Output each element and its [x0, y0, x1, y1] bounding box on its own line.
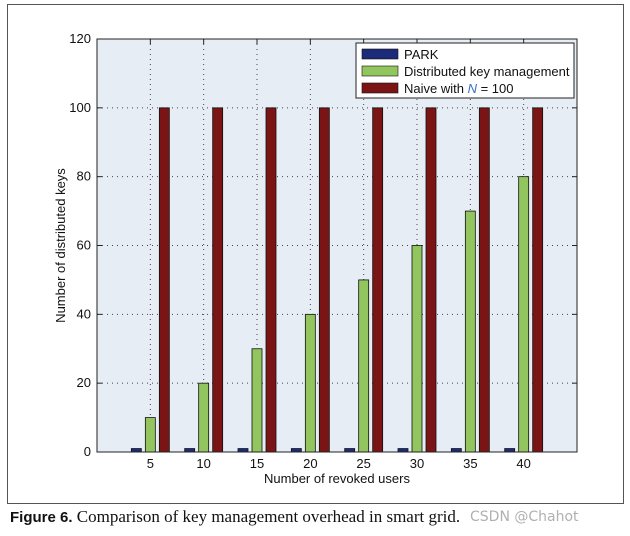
bar-park: [130, 448, 142, 453]
x-tick-label: 10: [196, 456, 210, 471]
y-axis-title: Number of distributed keys: [53, 168, 68, 323]
x-tick-label: 15: [250, 456, 264, 471]
bar-naive: [212, 107, 224, 453]
bar-park: [184, 448, 196, 453]
x-tick-label: 25: [356, 456, 370, 471]
y-tick-label: 60: [77, 238, 91, 253]
bar-park: [450, 448, 462, 453]
watermark: CSDN @Chahot: [470, 509, 579, 525]
bar-distributed: [144, 417, 156, 453]
bar-naive: [318, 107, 330, 453]
bar-park: [237, 448, 249, 453]
y-tick-label: 100: [69, 100, 91, 115]
bar-park: [397, 448, 409, 453]
legend-swatch: [361, 82, 399, 94]
bar-distributed: [358, 279, 370, 453]
caption-text: Comparison of key management overhead in…: [72, 507, 461, 526]
bar-naive: [532, 107, 544, 453]
bar-distributed: [411, 245, 423, 453]
bar-park: [344, 448, 356, 453]
bar-naive: [158, 107, 170, 453]
bar-distributed: [304, 313, 316, 453]
bar-naive: [372, 107, 384, 453]
figure-frame: 0 20 40 60 80 100 120 5 10 15 20 25 30 35 40 Number of …: [7, 4, 624, 504]
bar-distributed: [518, 176, 530, 453]
y-tick-label: 20: [77, 375, 91, 390]
bar-park: [290, 448, 302, 453]
axes-box: [96, 38, 578, 453]
bar-chart: 0 20 40 60 80 100 120 5 10 15 20 25 30 35 40 Number of …: [53, 31, 578, 486]
y-tick-label: 0: [84, 444, 91, 459]
x-tick-label: 20: [303, 456, 317, 471]
bar-park: [504, 448, 516, 453]
figure-caption: Figure 6. Comparison of key management o…: [10, 507, 460, 527]
caption-label: Figure 6.: [10, 509, 73, 526]
y-tick-label: 120: [69, 31, 91, 46]
y-tick-label: 40: [77, 306, 91, 321]
x-axis-title: Number of revoked users: [264, 471, 410, 486]
bar-distributed: [464, 210, 476, 453]
legend-swatch: [361, 48, 399, 60]
bar-naive: [478, 107, 490, 453]
x-tick-label: 40: [516, 456, 530, 471]
legend-label: PARK: [404, 47, 439, 62]
bar-naive: [265, 107, 277, 453]
x-tick-label: 30: [410, 456, 424, 471]
legend-label: Naive with N = 100: [404, 81, 513, 96]
x-tick-label: 35: [463, 456, 477, 471]
legend-swatch: [361, 65, 399, 77]
bar-distributed: [198, 382, 210, 453]
bar-distributed: [251, 348, 263, 453]
bar-naive: [425, 107, 437, 453]
legend-label: Distributed key management: [404, 64, 570, 79]
y-tick-label: 80: [77, 169, 91, 184]
x-tick-label: 5: [147, 456, 154, 471]
